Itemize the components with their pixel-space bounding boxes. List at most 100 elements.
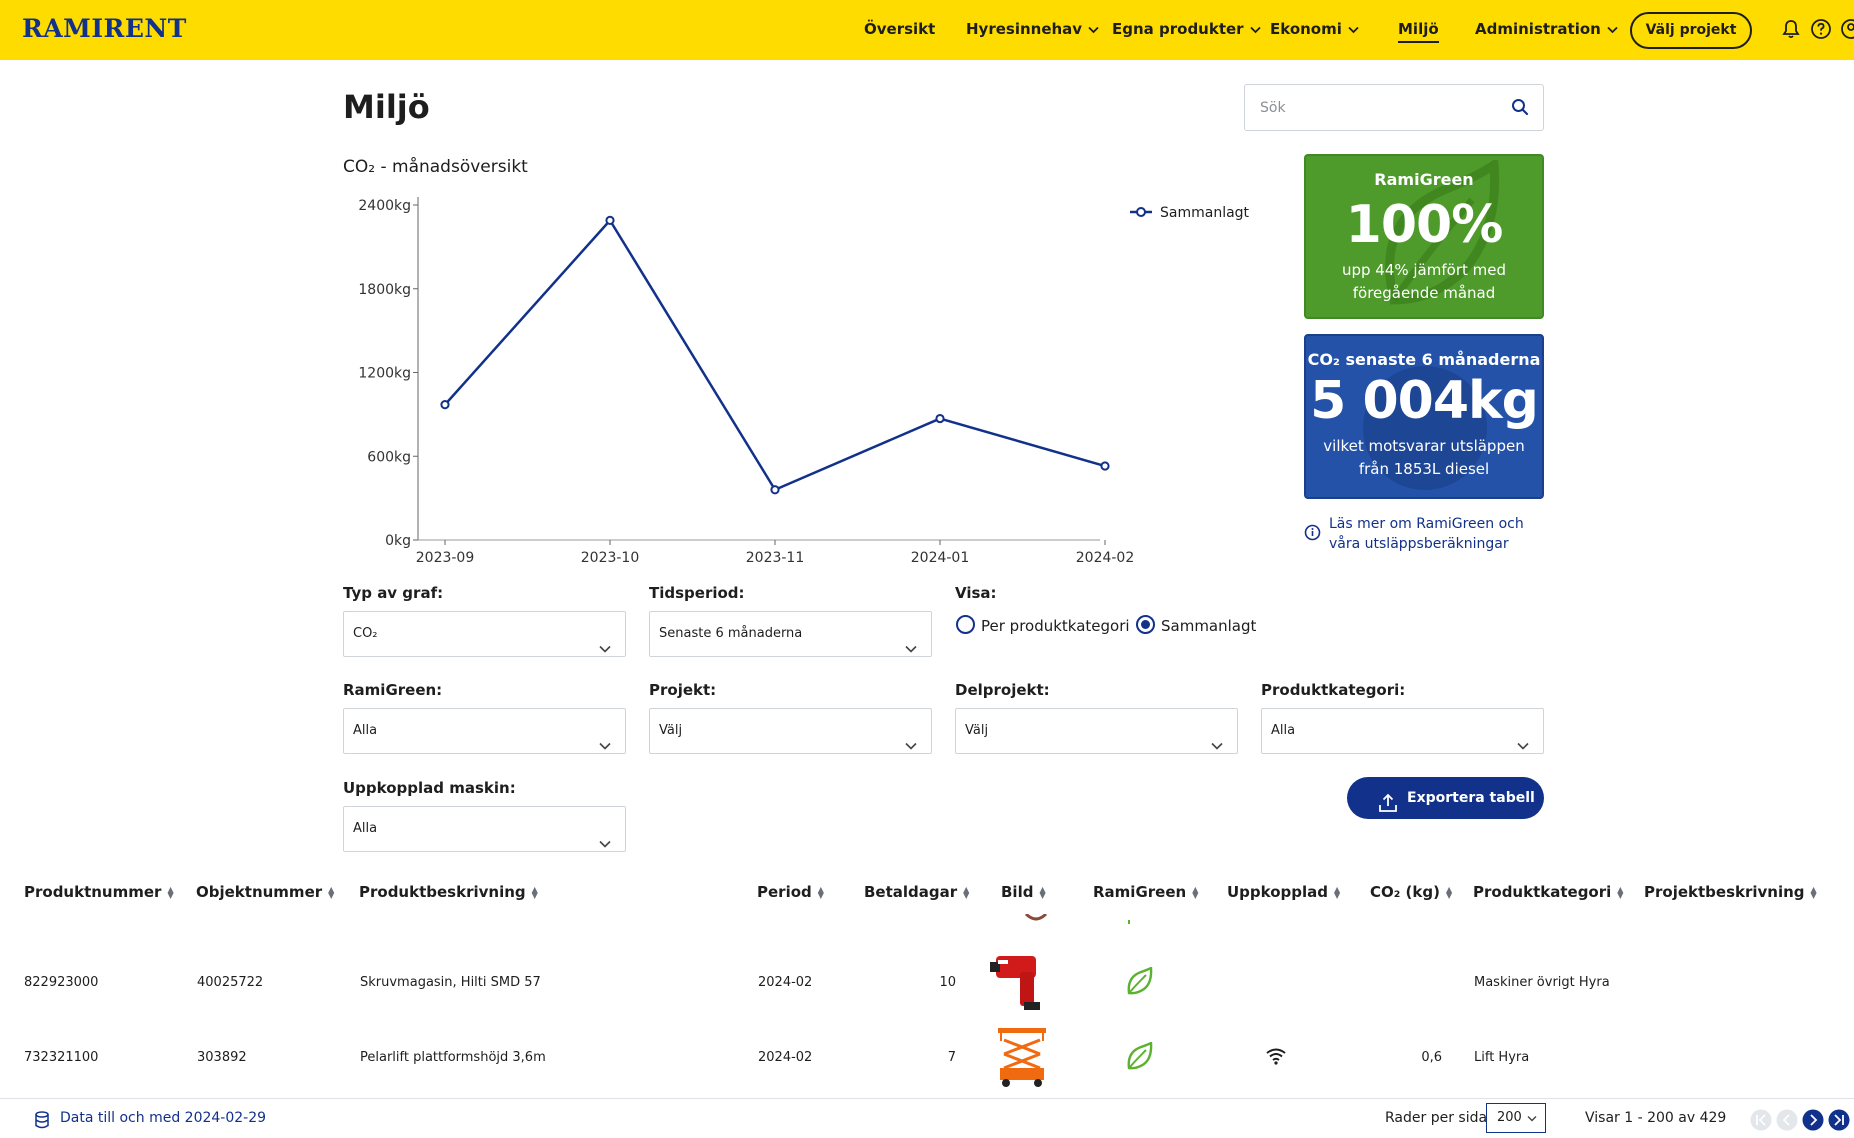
radio-total[interactable]: Sammanlagt <box>1136 615 1256 636</box>
bell-icon[interactable] <box>1780 18 1802 40</box>
series-line <box>444 219 1106 491</box>
column-header-category[interactable]: Produktkategori ▲ ▼ <box>1473 883 1623 901</box>
column-header-paid-days[interactable]: Betaldagar ▲ ▼ <box>864 883 969 901</box>
screw-gun-image[interactable] <box>990 950 1050 1012</box>
co2-equivalence-text: vilket motsvarar utsläppen från 1853L di… <box>1306 435 1542 481</box>
co2-total-value: 5 004kg <box>1310 371 1539 431</box>
first-page-icon[interactable] <box>1750 1109 1772 1131</box>
cell-category: Lift Hyra <box>1474 1050 1530 1065</box>
column-header-project-description-label: Projektbeskrivning <box>1644 883 1805 901</box>
column-header-description[interactable]: Produktbeskrivning ▲ ▼ <box>359 883 538 901</box>
ramirent-logo[interactable]: RAMIRENT <box>22 14 187 43</box>
graph-type-select[interactable]: CO₂ <box>343 611 626 657</box>
column-header-project-description[interactable]: Projektbeskrivning ▲ ▼ <box>1644 883 1817 901</box>
connected-machine-filter-label: Uppkopplad maskin: <box>343 779 516 797</box>
nav-administration-label: Administration <box>1475 20 1601 38</box>
data-point <box>935 413 945 424</box>
data-point <box>770 485 780 495</box>
nav-environment-label: Miljö <box>1398 20 1439 38</box>
sort-icon: ▲ ▼ <box>328 884 335 900</box>
chevron-down-icon <box>1348 24 1359 37</box>
radio-per-category[interactable]: Per produktkategori <box>956 615 1130 636</box>
ramigreen-filter-label: RamiGreen: <box>343 681 443 699</box>
radio-per-category-label: Per produktkategori <box>981 617 1130 635</box>
sort-icon: ▲ ▼ <box>963 884 970 900</box>
column-header-co2[interactable]: CO₂ (kg) ▲ ▼ <box>1370 883 1452 901</box>
ramigreen-percentage: 100% <box>1345 195 1504 255</box>
connected-machine-filter-select[interactable]: Alla <box>343 806 626 852</box>
data-point <box>605 215 615 225</box>
show-label: Visa: <box>955 584 997 602</box>
period-value: Senaste 6 månaderna <box>659 626 803 641</box>
ramigreen-change-line2: föregående månad <box>1352 284 1496 302</box>
last-page-icon[interactable] <box>1828 1109 1850 1131</box>
chevron-down-icon <box>1211 725 1223 769</box>
cell-product-number: 732321100 <box>24 1050 99 1065</box>
chevron-down-icon <box>599 725 611 769</box>
ramigreen-filter-select[interactable]: Alla <box>343 708 626 754</box>
co2-equivalence-line1: vilket motsvarar utsläppen <box>1323 437 1525 455</box>
next-page-icon[interactable] <box>1802 1109 1824 1131</box>
ramigreen-filter-value: Alla <box>353 723 378 738</box>
product-category-filter-select[interactable]: Alla <box>1261 708 1544 754</box>
subproject-filter-label: Delprojekt: <box>955 681 1050 699</box>
graph-type-label: Typ av graf: <box>343 584 444 602</box>
search-icon[interactable] <box>1511 98 1529 120</box>
column-header-product-number[interactable]: Produktnummer ▲ ▼ <box>24 883 174 901</box>
x-tick-label: 2023-11 <box>746 550 805 566</box>
nav-administration[interactable]: Administration <box>1475 20 1618 38</box>
sort-icon: ▲ ▼ <box>1445 884 1453 900</box>
period-select[interactable]: Senaste 6 månaderna <box>649 611 932 657</box>
user-account-icon[interactable] <box>1840 18 1854 40</box>
chevron-down-icon <box>599 628 611 672</box>
chevron-down-icon <box>1088 24 1099 37</box>
graph-type-value: CO₂ <box>353 626 378 641</box>
search-input[interactable] <box>1246 86 1496 129</box>
column-header-category-label: Produktkategori <box>1473 883 1612 901</box>
wifi-icon <box>1266 1048 1286 1065</box>
cell-object-number: 40025722 <box>197 975 264 990</box>
previous-page-icon[interactable] <box>1776 1109 1798 1131</box>
upload-icon <box>1378 788 1398 830</box>
x-tick-label: 2023-09 <box>416 550 475 566</box>
column-header-period[interactable]: Period ▲ ▼ <box>757 883 824 901</box>
scissor-lift-image[interactable] <box>992 1026 1052 1088</box>
export-table-button[interactable]: Exportera tabell <box>1347 777 1544 819</box>
rows-per-page-select[interactable]: 200 <box>1486 1103 1546 1133</box>
ramigreen-info-link[interactable]: Läs mer om RamiGreen och våra utsläppsbe… <box>1304 514 1544 554</box>
nav-own-products-label: Egna produkter <box>1112 20 1244 38</box>
data-point <box>440 400 450 410</box>
chevron-down-icon <box>599 823 611 867</box>
nav-environment[interactable]: Miljö <box>1398 20 1439 43</box>
nav-overview[interactable]: Översikt <box>864 20 935 38</box>
nav-economy[interactable]: Ekonomi <box>1270 20 1359 38</box>
project-filter-select[interactable]: Välj <box>649 708 932 754</box>
column-header-description-label: Produktbeskrivning <box>359 883 526 901</box>
sort-icon: ▲ ▼ <box>817 884 824 900</box>
nav-holdings-label: Hyresinnehav <box>966 20 1083 38</box>
column-header-image[interactable]: Bild ▲ ▼ <box>1001 883 1046 901</box>
info-icon <box>1304 524 1321 547</box>
cell-paid-days: 7 <box>947 1050 956 1065</box>
y-tick-label: 600kg <box>367 449 411 465</box>
ramigreen-info-link-text: Läs mer om RamiGreen och våra utsläppsbe… <box>1329 516 1524 552</box>
ramigreen-leaf-icon <box>1127 967 1153 995</box>
nav-holdings[interactable]: Hyresinnehav <box>966 20 1099 38</box>
column-header-paid-days-label: Betaldagar <box>864 883 958 901</box>
sort-icon: ▲ ▼ <box>531 884 538 900</box>
legend-label: Sammanlagt <box>1160 205 1250 221</box>
subproject-filter-select[interactable]: Välj <box>955 708 1238 754</box>
select-project-button[interactable]: Välj projekt <box>1630 12 1752 49</box>
rows-per-page-label: Rader per sida <box>1385 1110 1488 1126</box>
column-header-ramigreen[interactable]: RamiGreen ▲ ▼ <box>1093 883 1198 901</box>
help-icon[interactable] <box>1810 18 1832 40</box>
nav-own-products[interactable]: Egna produkter <box>1112 20 1261 38</box>
product-category-filter-value: Alla <box>1271 723 1296 738</box>
column-header-object-number[interactable]: Objektnummer ▲ ▼ <box>196 883 334 901</box>
nav-overview-label: Översikt <box>864 20 936 38</box>
chevron-down-icon <box>905 725 917 769</box>
ramigreen-change-line1: upp 44% jämfört med <box>1341 261 1507 279</box>
connected-machine-filter-value: Alla <box>353 821 378 836</box>
nav-economy-label: Ekonomi <box>1270 20 1342 38</box>
column-header-connected[interactable]: Uppkopplad ▲ ▼ <box>1227 883 1340 901</box>
